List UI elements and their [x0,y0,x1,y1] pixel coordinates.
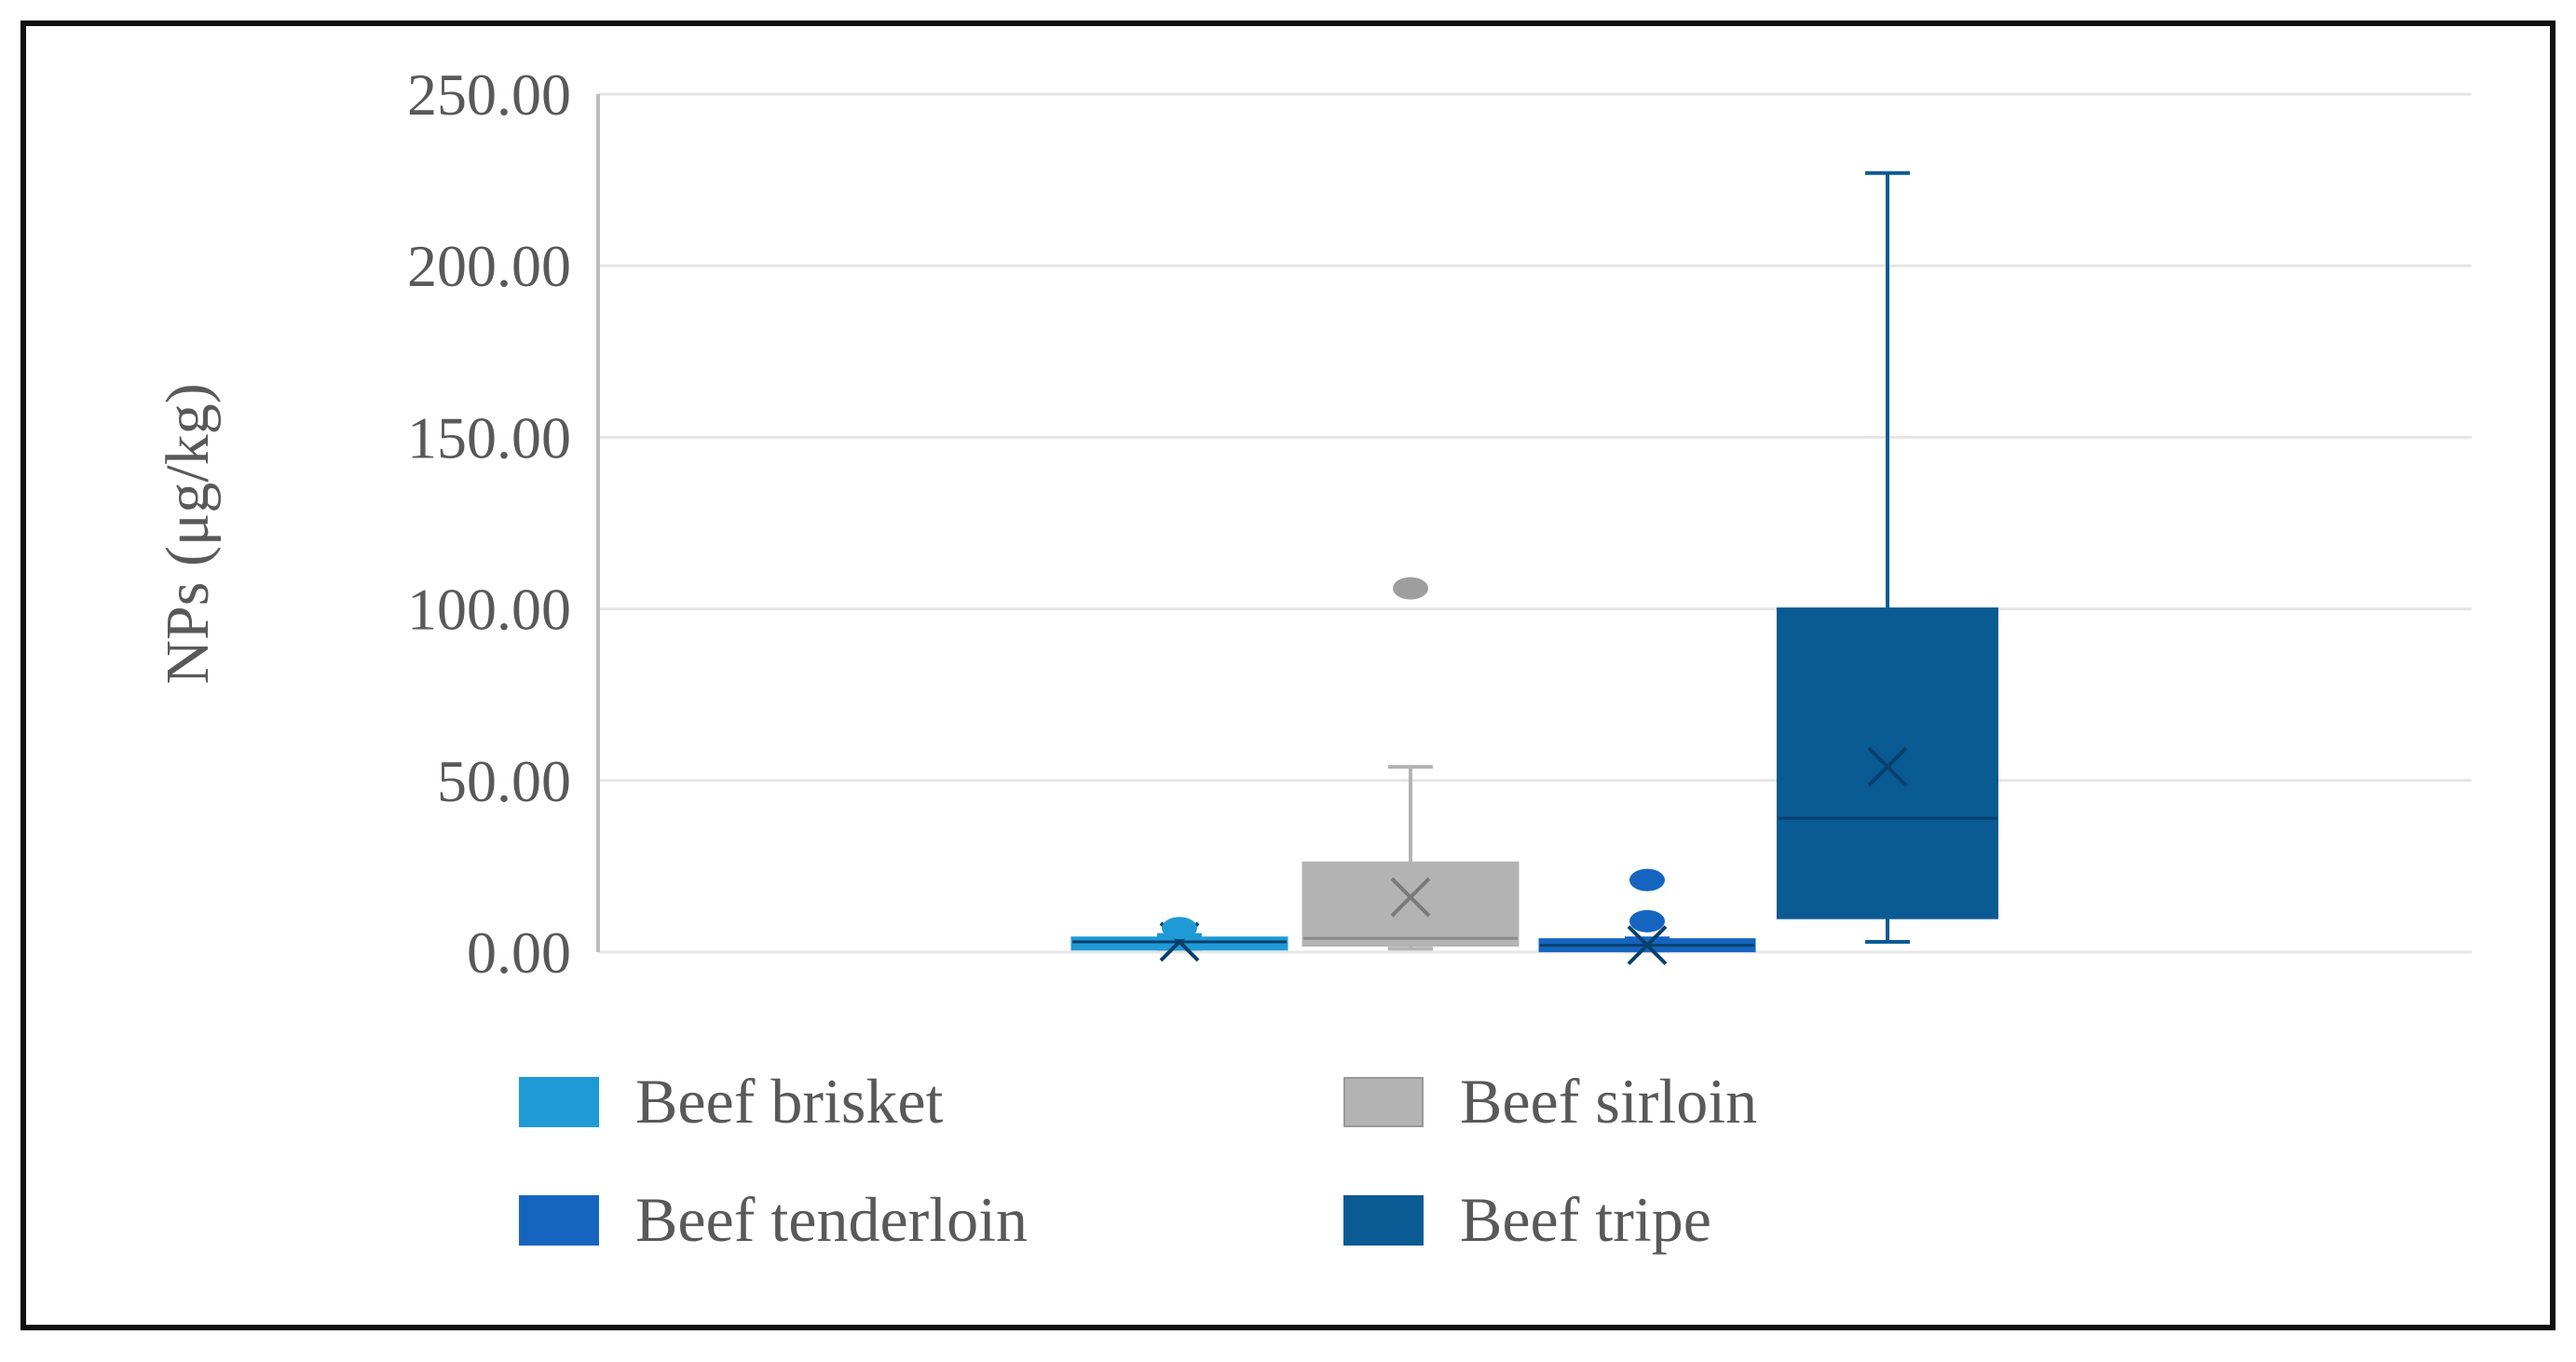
outlier-point [1393,577,1428,600]
legend-label: Beef tripe [1460,1184,1711,1255]
legend-label: Beef tenderloin [635,1184,1028,1255]
y-tick-label: 0.00 [467,919,571,986]
mean-marker [1390,877,1431,918]
box-iqr [1777,607,1998,919]
legend-item: Beef sirloin [1343,1066,1757,1137]
legend-swatch [1343,1195,1424,1246]
mean-marker [1867,746,1908,787]
y-tick-label: 150.00 [407,404,571,470]
box-iqr [1302,861,1520,947]
legend-label: Beef brisket [635,1066,944,1137]
outlier-point [1162,917,1197,940]
y-tick-label: 200.00 [407,233,571,299]
outlier-point [1629,868,1665,892]
box-beef-tripe [1777,170,1998,944]
y-tick-label: 100.00 [407,577,571,643]
box-beef-tenderloin [1538,868,1756,966]
y-axis-ticks: 0.00 50.00 100.00 150.00 200.00 250.00 [407,61,571,986]
y-axis-title: NPs (μg/kg) [154,383,222,684]
outlier-point [1629,909,1665,933]
legend-item: Beef brisket [519,1066,944,1137]
legend-swatch [519,1077,599,1127]
legend-swatch [1343,1077,1424,1127]
chart-frame: 0.00 50.00 100.00 150.00 200.00 250.00 NPs (μ… [20,20,2556,1330]
y-tick-label: 250.00 [407,61,571,128]
legend-item: Beef tripe [1343,1184,1711,1255]
box-beef-sirloin [1302,577,1520,951]
legend-label: Beef sirloin [1460,1066,1757,1137]
legend-swatch [519,1195,599,1246]
box-beef-brisket [1070,917,1288,962]
legend: Beef brisket Beef sirloin Beef tenderloin B… [519,1066,1757,1255]
gridlines [598,92,2472,954]
box-series-group [1070,170,1998,966]
box-plot-chart: 0.00 50.00 100.00 150.00 200.00 250.00 NPs (μ… [154,61,2472,1255]
y-tick-label: 50.00 [437,748,571,814]
mean-marker [1627,925,1668,966]
legend-item: Beef tenderloin [519,1184,1028,1255]
